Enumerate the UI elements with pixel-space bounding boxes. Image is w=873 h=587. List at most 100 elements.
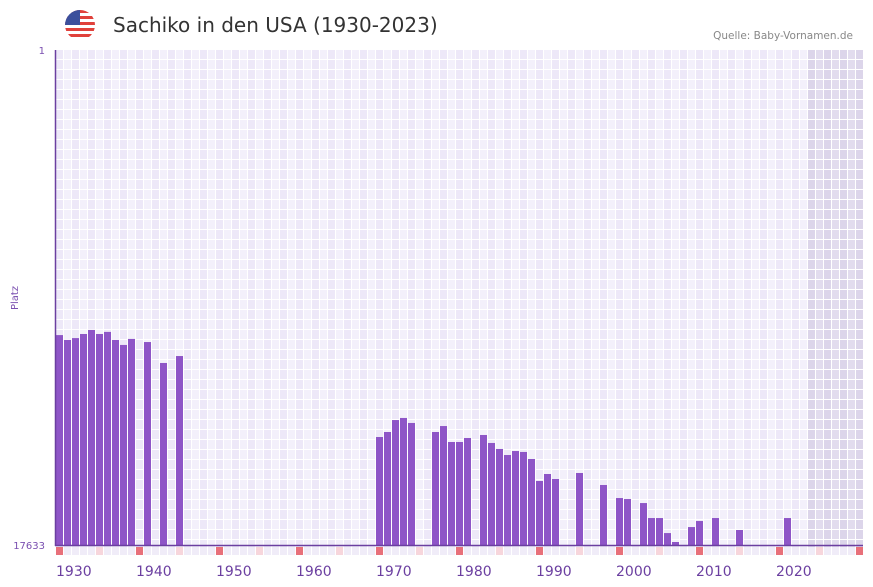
grid-cell: [368, 230, 375, 239]
grid-cell: [280, 240, 287, 249]
grid-cell: [512, 140, 519, 149]
grid-cell: [352, 210, 359, 219]
grid-cell: [392, 300, 399, 309]
grid-cell: [368, 260, 375, 269]
grid-cell: [216, 530, 223, 539]
grid-cell: [600, 220, 607, 229]
grid-cell: [736, 390, 743, 399]
grid-cell: [336, 530, 343, 539]
grid-cell: [624, 240, 631, 249]
grid-cell: [728, 450, 735, 459]
grid-cell: [624, 460, 631, 469]
grid-cell: [624, 130, 631, 139]
grid-cell: [584, 240, 591, 249]
grid-cell: [760, 110, 767, 119]
grid-cell: [376, 220, 383, 229]
grid-cell: [456, 250, 463, 259]
grid-cell: [280, 310, 287, 319]
grid-cell: [240, 110, 247, 119]
grid-cell: [520, 220, 527, 229]
grid-cell: [256, 260, 263, 269]
grid-cell: [272, 220, 279, 229]
grid-cell: [608, 480, 615, 489]
grid-cell: [824, 530, 831, 539]
grid-cell: [656, 80, 663, 89]
grid-cell: [448, 300, 455, 309]
grid-cell: [384, 250, 391, 259]
grid-cell: [528, 170, 535, 179]
grid-cell: [488, 300, 495, 309]
grid-cell: [848, 110, 855, 119]
grid-cell: [280, 440, 287, 449]
grid-cell: [824, 480, 831, 489]
grid-cell: [208, 60, 215, 69]
grid-cell: [368, 170, 375, 179]
grid-cell: [424, 320, 431, 329]
grid-cell: [96, 310, 103, 319]
grid-cell: [720, 230, 727, 239]
grid-cell: [752, 170, 759, 179]
grid-cell: [416, 420, 423, 429]
grid-cell: [424, 390, 431, 399]
us-flag-icon: [65, 10, 95, 40]
grid-cell: [416, 90, 423, 99]
grid-cell: [472, 420, 479, 429]
grid-cell: [752, 100, 759, 109]
grid-cell: [664, 360, 671, 369]
grid-cell: [784, 160, 791, 169]
grid-cell: [264, 390, 271, 399]
grid-cell: [552, 230, 559, 239]
grid-cell: [176, 230, 183, 239]
grid-cell: [192, 530, 199, 539]
grid-cell: [688, 450, 695, 459]
grid-cell: [840, 110, 847, 119]
grid-cell: [200, 500, 207, 509]
grid-cell: [352, 380, 359, 389]
grid-cell: [216, 330, 223, 339]
grid-cell: [272, 130, 279, 139]
grid-cell: [424, 70, 431, 79]
grid-cell: [272, 410, 279, 419]
grid-cell: [272, 440, 279, 449]
grid-cell: [480, 300, 487, 309]
grid-cell: [576, 320, 583, 329]
grid-cell: [400, 220, 407, 229]
grid-cell: [312, 270, 319, 279]
grid-cell: [152, 180, 159, 189]
grid-cell: [720, 100, 727, 109]
grid-cell: [296, 520, 303, 529]
grid-cell: [752, 530, 759, 539]
grid-cell: [160, 110, 167, 119]
grid-cell: [248, 100, 255, 109]
grid-cell: [592, 440, 599, 449]
grid-cell: [104, 220, 111, 229]
grid-cell: [352, 470, 359, 479]
grid-cell: [256, 160, 263, 169]
grid-cell: [704, 460, 711, 469]
grid-cell: [240, 270, 247, 279]
grid-cell: [528, 310, 535, 319]
grid-cell: [136, 50, 143, 59]
grid-cell: [272, 520, 279, 529]
grid-cell: [280, 260, 287, 269]
grid-cell: [712, 430, 719, 439]
grid-cell: [760, 170, 767, 179]
grid-cell: [80, 270, 87, 279]
grid-cell: [184, 370, 191, 379]
grid-cell: [240, 440, 247, 449]
grid-cell: [576, 400, 583, 409]
grid-cell: [368, 330, 375, 339]
grid-cell: [136, 70, 143, 79]
grid-cell: [352, 350, 359, 359]
grid-cell: [456, 260, 463, 269]
grid-cell: [248, 430, 255, 439]
grid-cell: [512, 240, 519, 249]
grid-cell: [792, 450, 799, 459]
grid-cell: [248, 340, 255, 349]
grid-cell: [400, 170, 407, 179]
grid-cell: [168, 470, 175, 479]
source-label: Quelle: Baby-Vornamen.de: [713, 30, 853, 42]
grid-cell: [256, 520, 263, 529]
grid-cell: [432, 120, 439, 129]
grid-cell: [264, 480, 271, 489]
